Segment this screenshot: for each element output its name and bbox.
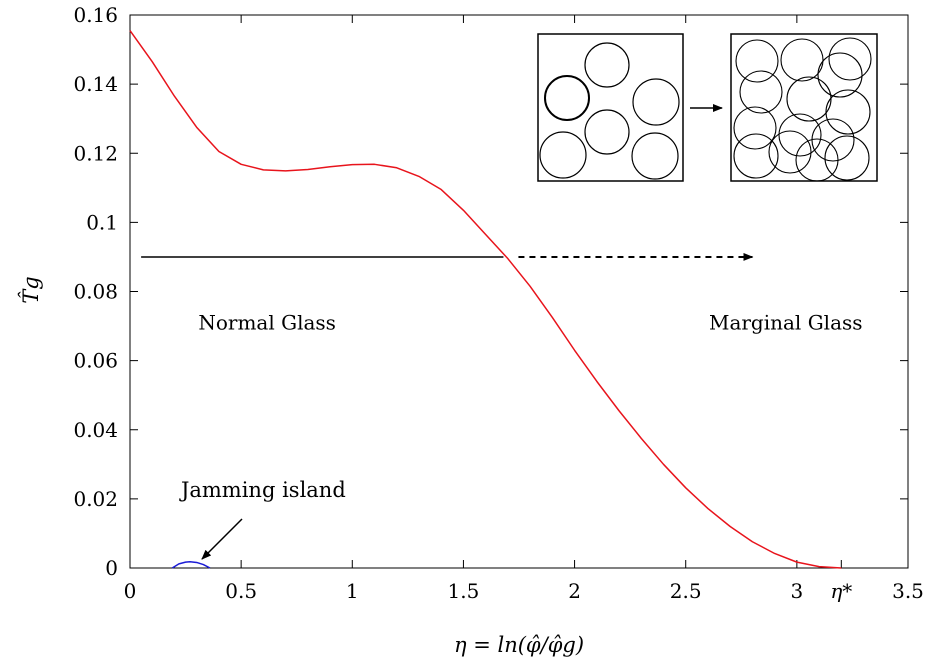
x-tick-label: 0 <box>124 579 137 603</box>
inset-particle <box>780 38 824 82</box>
inset-particle <box>584 42 630 88</box>
x-axis-ticks: 0 0.5 1 1.5 2 2.5 3 3.5 η* <box>124 15 924 603</box>
jamming-island-curve <box>171 561 211 569</box>
inset-particle <box>817 52 863 98</box>
x-tick-label: 0.5 <box>225 579 257 603</box>
glass-transition-curve <box>129 30 842 569</box>
inset-particle <box>786 76 832 122</box>
y-axis-title: T̂g <box>19 276 43 303</box>
inset-particle <box>544 75 590 121</box>
inset-illustration <box>537 33 878 182</box>
inset-particle <box>733 133 779 179</box>
inset-particle <box>733 106 777 150</box>
inset-particle <box>768 130 812 174</box>
inset-particle <box>828 37 872 81</box>
x-axis-title: η = ln(φ̂/φ̂g) <box>454 633 584 657</box>
y-tick-label: 0.14 <box>73 72 118 96</box>
inset-particle <box>824 135 870 181</box>
x-tick-label: 2 <box>568 579 581 603</box>
x-tick-label: 1.5 <box>448 579 480 603</box>
annotation-layer: Normal Glass Marginal Glass Jamming island <box>141 252 863 560</box>
y-tick-label: 0.12 <box>73 141 118 165</box>
marginal-glass-label: Marginal Glass <box>709 311 863 335</box>
y-axis-ticks: 0 0.02 0.04 0.06 0.08 0.1 0.12 0.14 0.16 <box>73 3 908 580</box>
inset-particle <box>632 78 680 126</box>
y-tick-label: 0.16 <box>73 3 118 27</box>
eta-star-tick-label: η* <box>830 579 852 603</box>
inset-particle <box>539 131 587 179</box>
y-tick-label: 0.08 <box>73 280 118 304</box>
y-tick-label: 0.06 <box>73 349 118 373</box>
inset-particle <box>735 39 779 83</box>
inset-particle <box>825 89 871 135</box>
y-tick-label: 0.04 <box>73 418 118 442</box>
inset-particle <box>778 113 822 157</box>
series-layer <box>129 30 842 569</box>
inset-particle <box>795 138 839 182</box>
normal-glass-label: Normal Glass <box>198 311 336 335</box>
x-tick-label: 3 <box>790 579 803 603</box>
x-tick-label: 3.5 <box>892 579 924 603</box>
inset-particle <box>631 132 679 180</box>
x-tick-label: 2.5 <box>670 579 702 603</box>
inset-particle <box>584 109 630 155</box>
y-tick-label: 0.02 <box>73 487 118 511</box>
x-tick-label: 1 <box>346 579 359 603</box>
inset-box-sparse <box>537 33 684 182</box>
y-tick-label: 0 <box>105 556 118 580</box>
y-tick-label: 0.1 <box>86 210 118 234</box>
jamming-island-arrow <box>201 518 243 560</box>
inset-particle <box>739 70 783 114</box>
jamming-island-label: Jamming island <box>179 478 346 502</box>
